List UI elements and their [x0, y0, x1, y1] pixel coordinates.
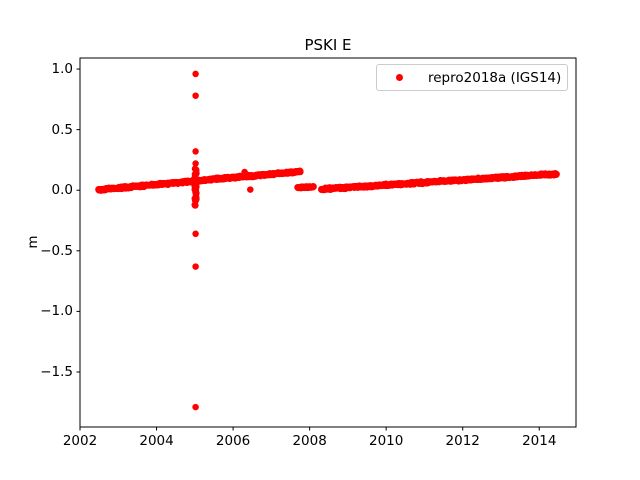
- x-tick-label: 2006: [215, 433, 251, 449]
- y-tick-label: −1.0: [40, 303, 73, 320]
- x-tick-label: 2012: [445, 433, 480, 449]
- legend-marker-icon: [396, 74, 403, 81]
- x-tick-label: 2004: [139, 433, 174, 449]
- y-tick-label: −1.5: [40, 363, 73, 380]
- y-tick-label: 1.0: [51, 61, 73, 78]
- y-tick-label: 0.0: [51, 182, 73, 199]
- scatter-points: [95, 70, 560, 411]
- x-tick-label: 2008: [292, 433, 327, 449]
- y-tick-label: 0.5: [51, 121, 73, 138]
- x-tick-label: 2014: [522, 433, 557, 449]
- x-tick-label: 2010: [368, 433, 404, 449]
- x-tick-label: 2002: [62, 433, 98, 449]
- chart-title: PSKI E: [304, 36, 352, 54]
- y-tick-label: −0.5: [40, 242, 73, 259]
- legend: repro2018a (IGS14): [376, 64, 568, 91]
- legend-label: repro2018a (IGS14): [428, 69, 562, 86]
